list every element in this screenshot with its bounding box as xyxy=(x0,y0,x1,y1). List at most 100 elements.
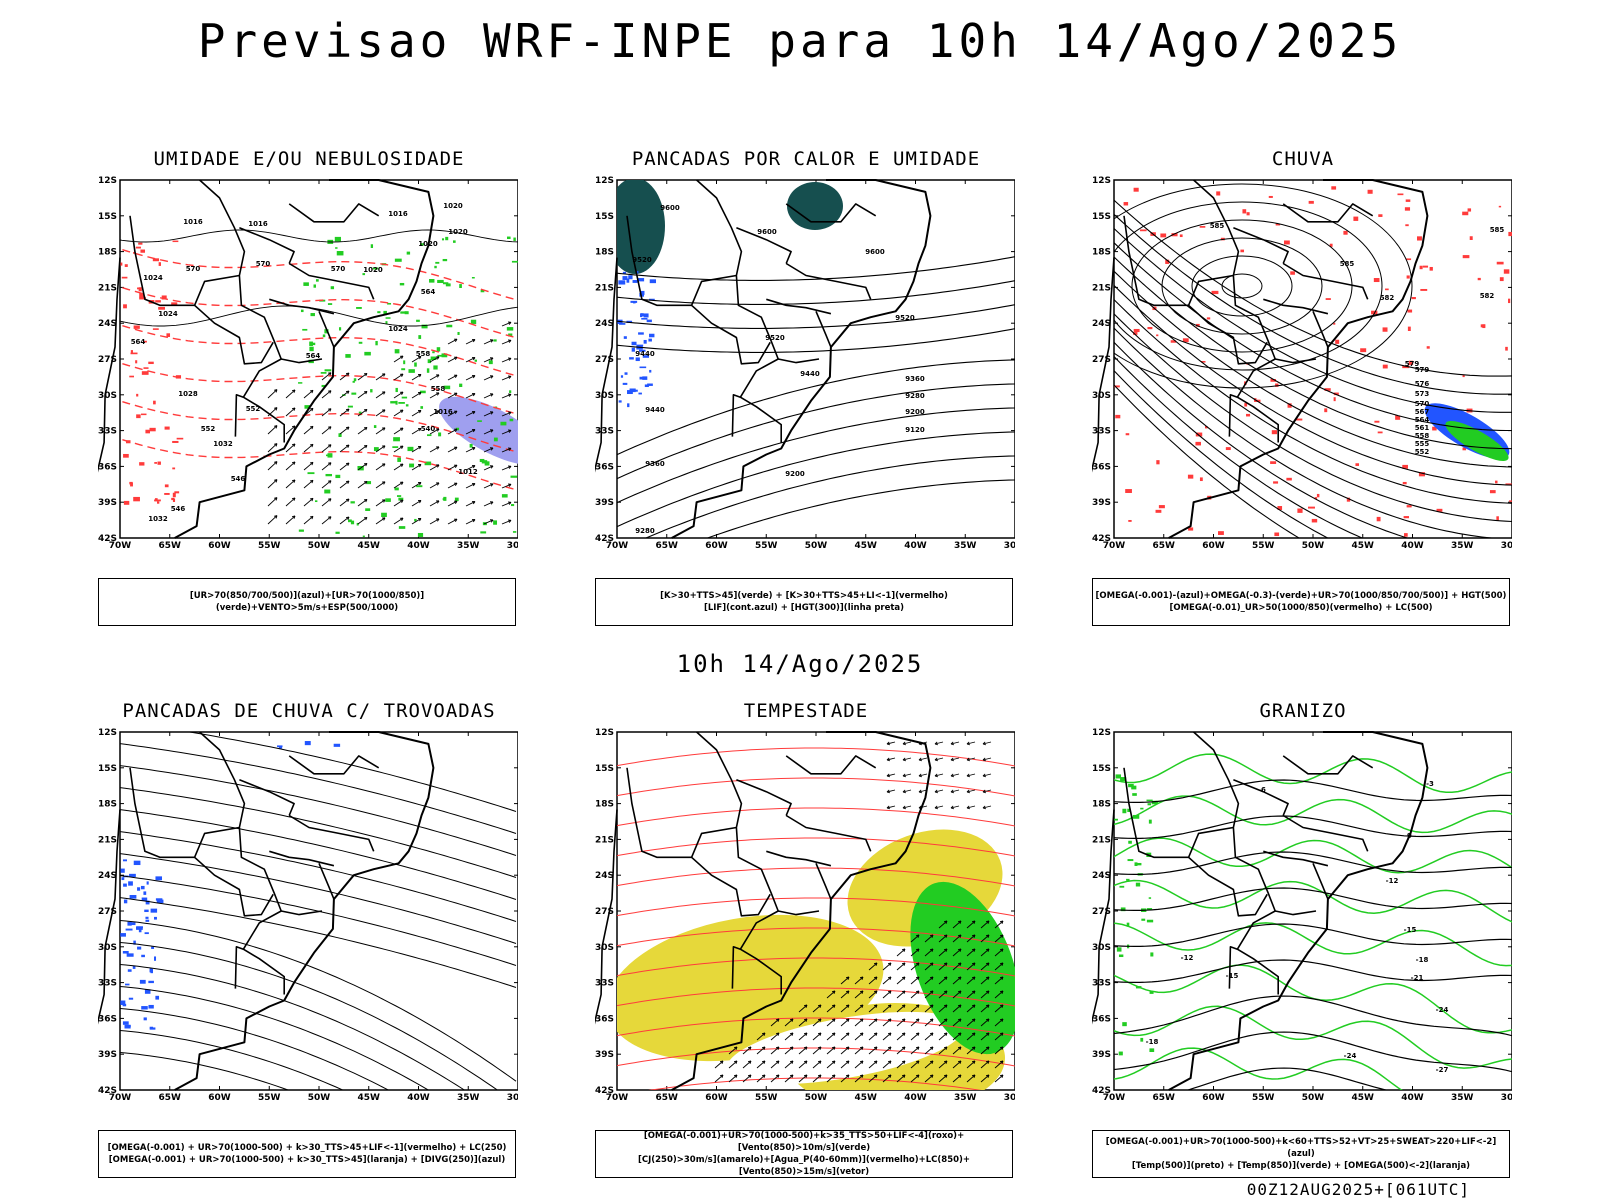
contour-label: 1016 xyxy=(433,408,453,416)
lon-tick-label: 65W xyxy=(159,1093,182,1100)
lon-tick-label: 65W xyxy=(1153,541,1176,548)
contour-label: 552 xyxy=(201,425,216,433)
panel-title: CHUVA xyxy=(1271,148,1335,170)
lon-tick-label: 40W xyxy=(1401,541,1424,548)
lon-tick-label: 30W xyxy=(1501,1093,1512,1100)
lat-tick-label: 12S xyxy=(1092,728,1111,738)
legend-box: [K>30+TTS>45](verde) + [K>30+TTS>45+LI<-… xyxy=(595,578,1013,626)
lon-tick-label: 55W xyxy=(1252,1093,1275,1100)
contour-label: 1024 xyxy=(158,310,178,318)
lat-tick-label: 21S xyxy=(1092,835,1111,845)
legend-line-2: [Temp(500)](preto) + [Temp(850)](verde) … xyxy=(1131,1161,1471,1171)
contour-label: 9360 xyxy=(645,460,665,468)
contour-label: 9520 xyxy=(632,256,652,264)
contour-label: 585 xyxy=(1490,226,1505,234)
lon-tick-label: 35W xyxy=(1451,1093,1474,1100)
legend-line-2: [OMEGA(-0.001) + UR>70(1000-500) + k>30_… xyxy=(108,1155,506,1165)
lat-tick-label: 15S xyxy=(98,764,117,774)
contour-label: 564 xyxy=(131,338,146,346)
contour-label: -24 xyxy=(1344,1052,1357,1060)
lon-tick-label: 35W xyxy=(457,541,480,548)
lon-tick-label: 35W xyxy=(954,1093,977,1100)
lat-tick-label: 36S xyxy=(595,462,614,472)
lat-tick-label: 30S xyxy=(1092,391,1111,401)
lat-tick-label: 30S xyxy=(98,391,117,401)
lat-tick-label: 39S xyxy=(595,498,614,508)
lat-tick-label: 42S xyxy=(1092,534,1111,544)
legend-line-2: [CJ(250)>30m/s](amarelo)+[Agua_P(40-60mm… xyxy=(637,1155,971,1177)
lat-tick-label: 18S xyxy=(1092,248,1111,258)
contour-label: 570 xyxy=(186,265,201,273)
lon-tick-label: 60W xyxy=(208,541,231,548)
lat-tick-label: 24S xyxy=(1092,871,1111,881)
lat-tick-label: 24S xyxy=(98,871,117,881)
lat-tick-label: 12S xyxy=(1092,176,1111,186)
contour-label: 558 xyxy=(416,350,431,358)
lon-tick-label: 65W xyxy=(159,541,182,548)
lat-tick-label: 18S xyxy=(595,800,614,810)
lat-tick-label: 30S xyxy=(595,391,614,401)
contour-label: -27 xyxy=(1436,1066,1449,1074)
lon-tick-label: 55W xyxy=(258,541,281,548)
lon-tick-label: 65W xyxy=(656,541,679,548)
lat-tick-label: 42S xyxy=(595,534,614,544)
legend-line-1: [UR>70(850/700/500)](azul)+[UR>70(1000/8… xyxy=(189,591,425,613)
lon-tick-label: 35W xyxy=(457,1093,480,1100)
contour-label: 9440 xyxy=(645,406,665,414)
lon-tick-label: 40W xyxy=(904,541,927,548)
contour-label: 9200 xyxy=(905,408,925,416)
lon-tick-label: 70W xyxy=(109,1093,132,1100)
contour-label: 576 xyxy=(1415,380,1430,388)
lat-tick-label: 36S xyxy=(1092,1014,1111,1024)
contour-label: -12 xyxy=(1181,954,1194,962)
lat-tick-label: 15S xyxy=(98,212,117,222)
contour-label: -18 xyxy=(1416,956,1429,964)
contour-label: 1032 xyxy=(213,440,233,448)
contour-label: 558 xyxy=(1415,432,1430,440)
contour-label: -24 xyxy=(1436,1006,1449,1014)
lat-tick-label: 33S xyxy=(1092,979,1111,989)
lat-tick-label: 24S xyxy=(98,319,117,329)
lat-tick-label: 33S xyxy=(595,427,614,437)
contour-label: 9600 xyxy=(660,204,680,212)
lon-tick-label: 70W xyxy=(606,1093,629,1100)
contour-label: 9200 xyxy=(785,470,805,478)
lat-tick-label: 39S xyxy=(1092,498,1111,508)
lat-tick-label: 15S xyxy=(595,764,614,774)
lon-tick-label: 60W xyxy=(1202,541,1225,548)
lon-tick-label: 50W xyxy=(805,541,828,548)
contour-label: -12 xyxy=(1386,877,1399,885)
lat-tick-label: 33S xyxy=(98,979,117,989)
panel-title: PANCADAS POR CALOR E UMIDADE xyxy=(631,148,981,170)
lon-tick-label: 40W xyxy=(407,541,430,548)
lat-tick-label: 33S xyxy=(98,427,117,437)
contour-label: 585 xyxy=(1340,260,1355,268)
contour-label: 9440 xyxy=(800,370,820,378)
lat-tick-label: 18S xyxy=(1092,800,1111,810)
lon-tick-label: 70W xyxy=(1103,1093,1126,1100)
lat-tick-label: 42S xyxy=(1092,1086,1111,1096)
contour-label: -21 xyxy=(1411,974,1424,982)
lat-tick-label: 30S xyxy=(1092,943,1111,953)
contour-label: -15 xyxy=(1226,972,1239,980)
lon-tick-label: 30W xyxy=(1004,541,1015,548)
legend-line-1: [OMEGA(-0.001)-(azul)+OMEGA(-0.3)-(verde… xyxy=(1095,591,1507,601)
lat-tick-label: 27S xyxy=(595,355,614,365)
lat-tick-label: 15S xyxy=(1092,212,1111,222)
contour-label: 1032 xyxy=(148,515,168,523)
legend-box: [OMEGA(-0.001)+UR>70(1000-500)+k>35_TTS>… xyxy=(595,1130,1013,1178)
lon-tick-label: 50W xyxy=(1302,1093,1325,1100)
contour-label: 564 xyxy=(421,288,436,296)
contour-label: 1020 xyxy=(448,228,468,236)
lon-tick-label: 45W xyxy=(1352,1093,1375,1100)
lon-tick-label: 45W xyxy=(855,541,878,548)
contour-label: 579 xyxy=(1415,366,1430,374)
lat-tick-label: 36S xyxy=(595,1014,614,1024)
lat-tick-label: 24S xyxy=(595,319,614,329)
contour-label: 1024 xyxy=(143,274,163,282)
contour-label: 546 xyxy=(231,475,246,483)
panel-granizo: GRANIZO 12S 15S 18S 21S 24S 27S 30S 33S 36S 39S 42… xyxy=(1068,700,1538,1180)
lon-tick-label: 50W xyxy=(805,1093,828,1100)
